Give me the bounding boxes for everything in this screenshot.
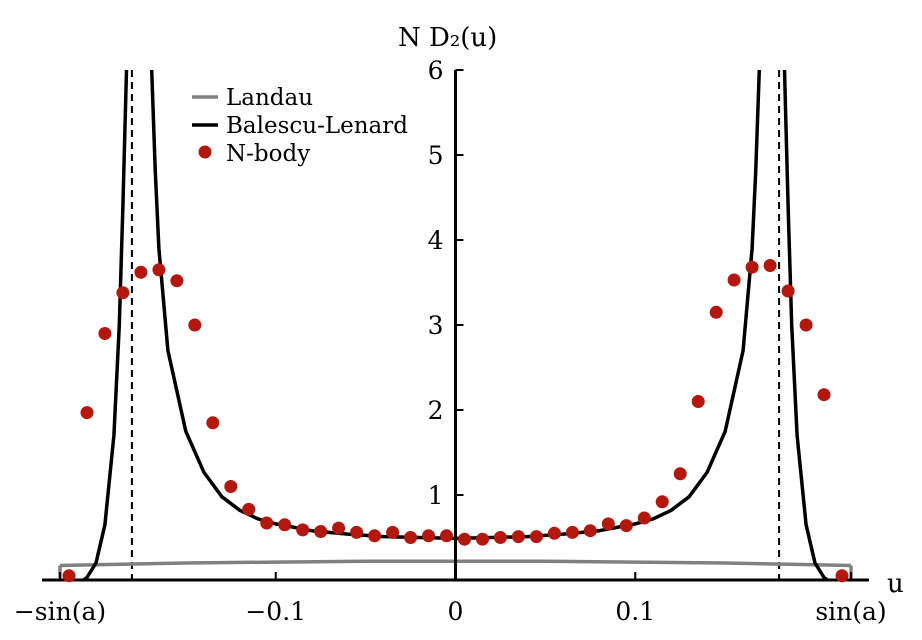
n-body-point	[224, 480, 238, 493]
n-body-point	[242, 502, 256, 516]
n-body-point	[116, 286, 130, 300]
n-body-point	[80, 406, 94, 420]
n-body-point	[188, 318, 202, 332]
y-tick-label-3: 4	[428, 226, 444, 255]
legend-balescu-lenard-label: Balescu-Lenard	[226, 113, 408, 139]
n-body-point	[260, 516, 274, 530]
n-body-point	[601, 517, 615, 531]
n-body-point	[655, 495, 669, 509]
n-body-point	[458, 532, 471, 546]
n-body-point	[296, 523, 310, 537]
legend-landau-label: Landau	[226, 85, 313, 111]
n-body-point	[745, 260, 759, 274]
n-body-point	[547, 526, 561, 540]
n-body-point	[440, 529, 453, 543]
x-tick-label-4: sin(a)	[815, 597, 886, 626]
n-body-point	[278, 518, 292, 532]
x-tick-label-1: −0.1	[245, 597, 306, 626]
n-body-point	[170, 274, 184, 288]
n-body-point	[799, 318, 813, 332]
n-body-point	[332, 521, 346, 535]
n-body-point	[386, 525, 400, 539]
n-body-point	[511, 530, 525, 544]
legend-n-body-swatch	[198, 145, 212, 159]
n-body-point	[565, 525, 579, 539]
x-tick-label-3: 0.1	[615, 597, 655, 626]
n-body-point	[835, 569, 849, 583]
n-body-point	[368, 529, 382, 543]
y-tick-label-4: 5	[428, 141, 444, 170]
n-body-point	[152, 263, 166, 277]
n-body-point	[727, 273, 741, 287]
n-body-point	[817, 388, 831, 402]
n-body-point	[206, 416, 220, 430]
n-body-series	[62, 259, 849, 583]
n-body-point	[763, 259, 777, 272]
n-body-point	[134, 265, 148, 279]
y-tick-label-5: 6	[428, 56, 444, 85]
y-axis-label: N D₂(u)	[398, 23, 497, 53]
n-body-point	[314, 525, 328, 538]
y-tick-label-1: 2	[428, 396, 444, 425]
n-body-point	[404, 531, 418, 544]
x-tick-label-0: −sin(a)	[14, 597, 106, 626]
n-body-point	[422, 529, 435, 543]
n-body-point	[98, 327, 112, 340]
n-body-point	[781, 284, 795, 298]
x-axis-label: u	[887, 569, 904, 599]
y-tick-label-0: 1	[428, 481, 444, 510]
n-body-point	[691, 395, 705, 408]
n-body-point	[476, 532, 489, 546]
n-body-point	[62, 569, 76, 583]
n-body-point	[493, 531, 507, 544]
n-body-point	[583, 524, 597, 538]
n-body-point	[673, 467, 687, 481]
y-tick-label-2: 3	[428, 311, 444, 340]
legend-n-body-label: N-body	[226, 141, 310, 167]
n-body-point	[619, 519, 633, 533]
vertical-dashed-lines	[130, 70, 781, 580]
n-body-point	[529, 530, 543, 544]
tick-labels: −sin(a) −0.1 0 0.1 sin(a) 1 2 3 4 5 6	[14, 56, 887, 626]
x-tick-label-2: 0	[448, 597, 464, 626]
n-body-point	[709, 305, 723, 319]
legend: Landau Balescu-Lenard N-body	[192, 85, 408, 167]
n-body-point	[637, 511, 651, 525]
n-body-point	[350, 525, 364, 539]
